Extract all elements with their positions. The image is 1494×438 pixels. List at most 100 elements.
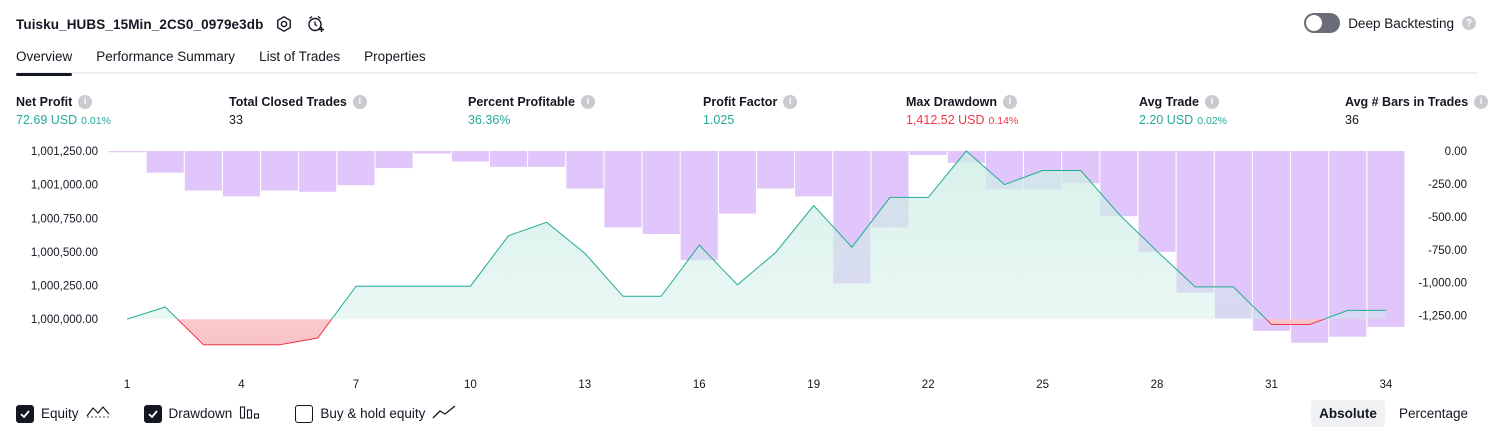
drawdown-bar (375, 151, 413, 169)
legend-label: Buy & hold equity (320, 406, 426, 421)
equity-line-icon (86, 404, 110, 423)
y-left-tick-label: 1,001,250.00 (31, 146, 98, 158)
x-tick-label: 34 (1380, 379, 1393, 391)
metric-total-closed-trades: Total Closed Trades i 33 (229, 93, 367, 129)
y-left-tick-label: 1,001,000.00 (31, 180, 98, 192)
absolute-button[interactable]: Absolute (1311, 400, 1385, 427)
y-right-tick-label: -500.00 (1428, 212, 1467, 224)
buy-hold-checkbox[interactable] (295, 404, 314, 423)
y-right-tick-label: -1,250.00 (1418, 311, 1467, 323)
drawdown-bar (337, 151, 375, 186)
view-mode-switch: Absolute Percentage (1311, 400, 1476, 427)
x-tick-label: 1 (124, 379, 130, 391)
metric-max-drawdown: Max Drawdown i 1,412.52 USD 0.14% (906, 93, 1018, 129)
equity-line (126, 150, 1386, 320)
percentage-button[interactable]: Percentage (1398, 406, 1468, 421)
tab-performance-summary[interactable]: Performance Summary (96, 49, 236, 64)
drawdown-bar (108, 151, 146, 153)
deep-backtesting-toggle[interactable] (1304, 13, 1341, 33)
drawdown-bar (1367, 151, 1405, 327)
metric-percent-profitable: Percent Profitable i 36.36% (468, 93, 595, 129)
drawdown-bar (451, 151, 489, 162)
x-tick-label: 10 (464, 379, 477, 391)
metric-value: 36.36% (468, 113, 511, 127)
tab-overview[interactable]: Overview (16, 42, 73, 76)
metric-label: Total Closed Trades (229, 94, 347, 109)
x-tick-label: 22 (922, 379, 935, 391)
x-tick-label: 13 (578, 379, 591, 391)
drawdown-bar (413, 151, 451, 154)
metric-value: 72.69 USD (16, 113, 78, 127)
x-tick-label: 31 (1265, 379, 1278, 391)
drawdown-bar (1252, 151, 1290, 331)
legend-equity[interactable]: Equity (16, 404, 110, 423)
y-right-tick-label: -750.00 (1428, 245, 1467, 257)
settings-icon[interactable] (273, 13, 295, 35)
drawdown-bar (528, 151, 566, 167)
metric-percent: 0.02% (1197, 115, 1227, 127)
tab-bar: Overview Performance Summary List of Tra… (16, 42, 1478, 76)
metric-label: Percent Profitable (468, 94, 575, 109)
drawdown-bar (1138, 151, 1176, 252)
info-icon[interactable]: i (580, 94, 595, 109)
add-alert-icon[interactable] (305, 13, 327, 35)
tab-properties[interactable]: Properties (364, 49, 426, 64)
y-left-tick-label: 1,000,500.00 (31, 247, 98, 259)
strategy-header: Tuisku_HUBS_15Min_2CS0_0979e3db (16, 12, 327, 36)
metric-value: 1.025 (703, 113, 735, 127)
metric-value: 2.20 USD (1139, 113, 1194, 127)
y-left-tick-label: 1,000,750.00 (31, 213, 98, 225)
drawdown-bars-icon (239, 404, 261, 423)
info-icon[interactable]: i (1474, 94, 1489, 109)
y-right-tick-label: -250.00 (1428, 179, 1467, 191)
metric-avg-trade: Avg Trade i 2.20 USD 0.02% (1139, 93, 1227, 129)
metric-value: 36 (1345, 113, 1359, 127)
drawdown-bar (146, 151, 184, 173)
info-icon[interactable]: i (1204, 94, 1219, 109)
x-tick-label: 28 (1151, 379, 1164, 391)
metric-avg-bars: Avg # Bars in Trades i 36 (1345, 93, 1489, 129)
drawdown-bar (490, 151, 528, 167)
drawdown-bar (1291, 151, 1329, 343)
info-icon[interactable]: i (78, 94, 93, 109)
drawdown-bar (604, 151, 642, 228)
x-tick-label: 7 (353, 379, 359, 391)
y-left-tick-label: 1,000,250.00 (31, 281, 98, 293)
metric-label: Avg # Bars in Trades (1345, 94, 1469, 109)
metric-percent: 0.14% (988, 115, 1019, 127)
drawdown-bar (299, 151, 337, 192)
tab-list-of-trades[interactable]: List of Trades (259, 49, 341, 64)
drawdown-bar (222, 151, 260, 197)
buy-hold-line-icon (432, 404, 456, 423)
info-icon[interactable]: i (1003, 94, 1017, 109)
x-tick-label: 19 (807, 379, 820, 391)
drawdown-bar (1329, 151, 1367, 337)
info-icon[interactable]: i (783, 94, 798, 109)
equity-area-positive (127, 151, 1386, 320)
y-left-tick-label: 1,000,000.00 (31, 314, 98, 326)
drawdown-checkbox[interactable] (143, 404, 162, 423)
metric-label: Max Drawdown (906, 94, 997, 109)
x-tick-label: 4 (238, 379, 245, 391)
legend-label: Drawdown (168, 406, 233, 421)
y-right-tick-label: -1,000.00 (1418, 278, 1467, 290)
info-icon[interactable]: i (352, 94, 367, 109)
drawdown-bar (261, 151, 299, 191)
metric-profit-factor: Profit Factor i 1.025 (703, 93, 798, 129)
y-right-tick-label: 0.00 (1445, 146, 1467, 158)
metric-value: 1,412.52 USD (906, 113, 985, 127)
chart-legend: Equity Drawdown Buy & hold equity (16, 404, 490, 423)
legend-drawdown[interactable]: Drawdown (143, 404, 262, 423)
equity-drawdown-chart[interactable]: 1,001,250.00 1,001,000.00 1,000,750.00 1,00… (0, 140, 1494, 395)
drawdown-bar (795, 151, 833, 197)
drawdown-bar (642, 151, 680, 234)
question-icon[interactable]: ? (1462, 16, 1476, 30)
x-tick-label: 16 (693, 379, 706, 391)
metric-net-profit: Net Profit i 72.69 USD 0.01% (16, 93, 111, 129)
drawdown-bar (680, 151, 718, 261)
metric-value: 33 (229, 113, 243, 127)
equity-checkbox[interactable] (16, 404, 34, 423)
legend-buy-hold[interactable]: Buy & hold equity (295, 404, 456, 423)
metric-label: Profit Factor (703, 94, 778, 109)
metric-percent: 0.01% (81, 115, 111, 127)
